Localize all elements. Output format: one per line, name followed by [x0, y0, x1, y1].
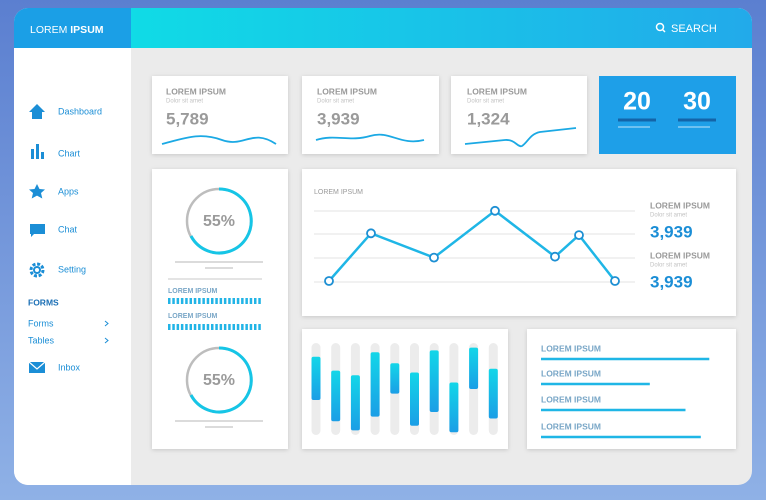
- icon-inbox: [28, 361, 46, 370]
- line-point: [366, 228, 376, 239]
- line-point: [550, 251, 560, 262]
- bar: [429, 350, 439, 412]
- bar: [390, 363, 400, 394]
- search-icon: [655, 22, 665, 32]
- gauge-value: 55%: [203, 213, 235, 230]
- nav-item[interactable]: Inbox: [58, 362, 81, 372]
- logo-bold: IPSUM: [70, 24, 104, 36]
- figure-value: 3,939: [650, 222, 693, 241]
- stat-title: LOREM IPSUM: [317, 86, 377, 96]
- gauge-label: LOREM IPSUM: [168, 288, 218, 295]
- icon-inbox: [29, 362, 45, 373]
- nav-sub-item[interactable]: Forms: [28, 318, 54, 328]
- bar: [410, 372, 419, 426]
- stat-card: [451, 76, 587, 154]
- search-label[interactable]: SEARCH: [671, 23, 717, 35]
- logo: LOREM IPSUM: [30, 24, 104, 36]
- icon-setting: [29, 262, 45, 278]
- sparkline: [315, 133, 425, 143]
- counter: 20: [623, 88, 651, 116]
- line-point: [610, 276, 620, 286]
- stat-value: 1,324: [467, 109, 510, 128]
- bar: [469, 347, 479, 389]
- icon-chart: [36, 144, 39, 159]
- gauge-arc: [189, 187, 253, 255]
- list-label: LOREM IPSUM: [541, 368, 601, 378]
- gauge-card: [152, 169, 288, 449]
- line-card: [302, 169, 736, 316]
- nav-item[interactable]: Chat: [58, 224, 78, 234]
- stat-title: LOREM IPSUM: [166, 86, 226, 96]
- gauge-arc: [189, 346, 253, 414]
- nav-sub-item[interactable]: Tables: [28, 335, 55, 345]
- figure-subtitle: Dolor sit amet: [650, 263, 687, 269]
- list-label: LOREM IPSUM: [541, 394, 601, 404]
- header: [131, 8, 752, 48]
- sparkline: [464, 127, 577, 148]
- bar: [331, 370, 341, 422]
- bar: [449, 382, 459, 433]
- icon-chart: [41, 152, 44, 159]
- stat-value: 3,939: [317, 109, 360, 128]
- sparkline: [161, 135, 277, 145]
- bar: [488, 368, 498, 419]
- counter-card: [599, 76, 736, 154]
- figure-title: LOREM IPSUM: [650, 200, 710, 210]
- line-title: LOREM IPSUM: [314, 189, 363, 196]
- sidebar: [14, 48, 131, 485]
- search[interactable]: SEARCH: [655, 22, 717, 35]
- nav-item[interactable]: Dashboard: [58, 106, 102, 116]
- gauge-label: LOREM IPSUM: [168, 313, 218, 320]
- chevron: [104, 320, 109, 344]
- search-icon-handle: [661, 28, 666, 33]
- icon-chat: [30, 224, 45, 237]
- stat-subtitle: Dolor sit amet: [317, 99, 354, 105]
- section-label: FORMS: [28, 297, 59, 307]
- icon-chart: [31, 149, 34, 159]
- figure-subtitle: Dolor sit amet: [650, 213, 687, 219]
- stat-title: LOREM IPSUM: [467, 86, 527, 96]
- logo-area: [14, 8, 131, 48]
- icon-apps: [29, 184, 45, 199]
- list-label: LOREM IPSUM: [541, 343, 601, 353]
- nav-item[interactable]: Chart: [58, 148, 81, 158]
- gauge-value: 55%: [203, 372, 235, 389]
- icon-dashboard: [29, 104, 45, 119]
- bar: [370, 352, 380, 417]
- bar: [350, 375, 360, 431]
- stat-value: 5,789: [166, 109, 209, 128]
- counter: 30: [683, 88, 711, 116]
- list-label: LOREM IPSUM: [541, 421, 601, 431]
- icon-setting: [33, 266, 41, 274]
- logo-light: LOREM: [30, 24, 67, 36]
- nav-item[interactable]: Apps: [58, 186, 79, 196]
- line-point: [490, 205, 500, 216]
- line-point: [429, 252, 439, 263]
- figure-title: LOREM IPSUM: [650, 250, 710, 260]
- stat-subtitle: Dolor sit amet: [166, 99, 203, 105]
- stat-subtitle: Dolor sit amet: [467, 99, 504, 105]
- nav-item[interactable]: Setting: [58, 264, 86, 274]
- list-card: [527, 329, 736, 449]
- figure-value: 3,939: [650, 272, 693, 291]
- line-point: [574, 230, 584, 241]
- bar: [311, 356, 321, 401]
- line-point: [324, 276, 334, 286]
